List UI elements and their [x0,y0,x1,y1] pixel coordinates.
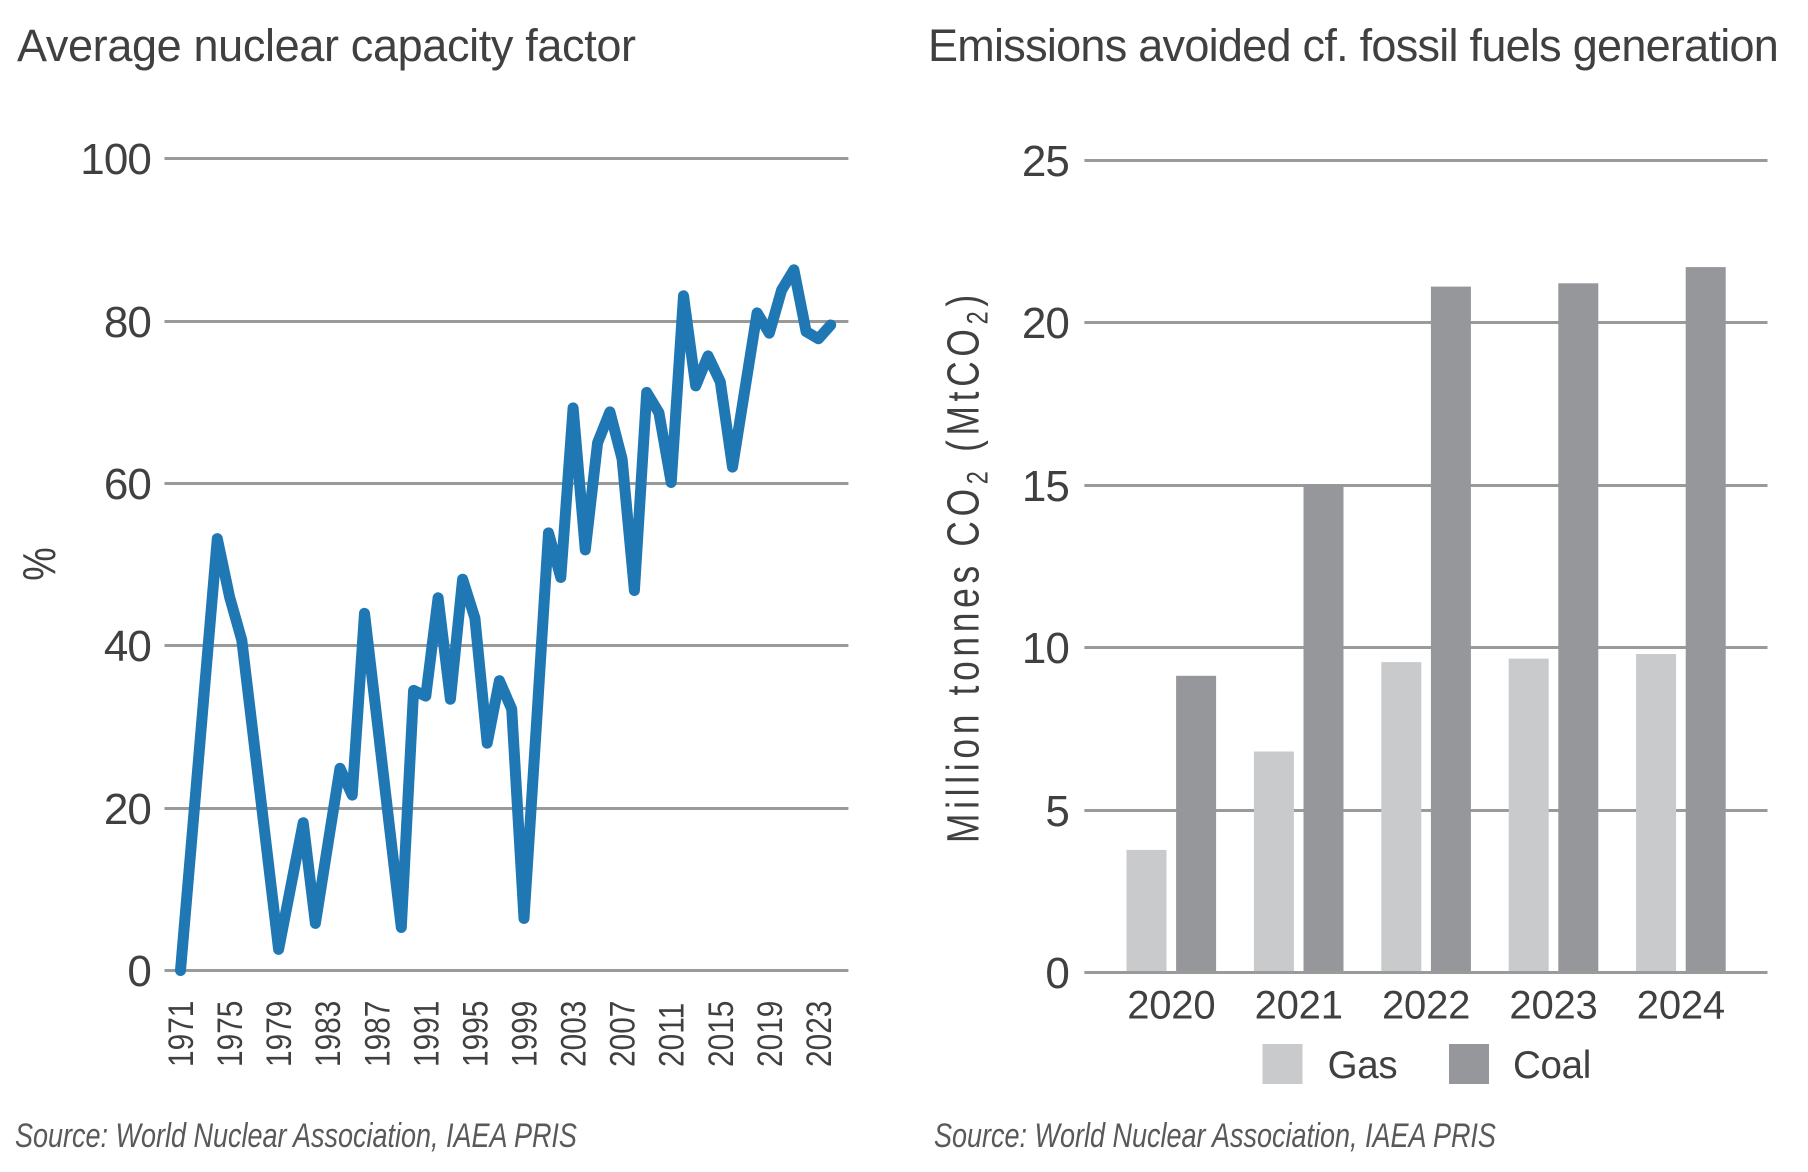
svg-text:1995: 1995 [456,1001,495,1067]
svg-text:2021: 2021 [1255,984,1343,1028]
svg-text:1987: 1987 [358,1001,397,1067]
svg-text:2020: 2020 [1127,984,1215,1028]
svg-text:Million tonnes CO2 (MtCO2): Million tonnes CO2 (MtCO2) [937,290,994,843]
svg-text:2023: 2023 [800,1001,839,1067]
svg-text:Gas: Gas [1328,1044,1398,1087]
svg-text:15: 15 [1022,462,1069,511]
svg-text:Source: World Nuclear Associat: Source: World Nuclear Association, IAEA … [15,1116,577,1155]
svg-text:0: 0 [127,947,151,996]
svg-text:20: 20 [104,785,151,834]
svg-text:1971: 1971 [162,1001,201,1067]
svg-text:40: 40 [104,622,151,671]
svg-text:20: 20 [1022,299,1069,348]
svg-text:1999: 1999 [505,1001,544,1067]
svg-text:2023: 2023 [1509,984,1597,1028]
svg-text:25: 25 [1022,137,1069,186]
svg-text:5: 5 [1045,787,1069,836]
svg-text:2019: 2019 [751,1001,790,1067]
svg-text:2024: 2024 [1637,984,1725,1028]
svg-text:1975: 1975 [211,1001,250,1067]
svg-text:2022: 2022 [1382,984,1470,1028]
svg-text:2015: 2015 [702,1001,741,1067]
svg-text:Average nuclear capacity facto: Average nuclear capacity factor [17,20,636,71]
svg-text:Source: World Nuclear Associat: Source: World Nuclear Association, IAEA … [934,1116,1496,1155]
svg-text:0: 0 [1045,949,1069,998]
svg-text:Emissions avoided cf. fossil f: Emissions avoided cf. fossil fuels gener… [928,20,1778,71]
svg-text:1979: 1979 [260,1001,299,1067]
svg-text:2003: 2003 [554,1001,593,1067]
svg-text:1983: 1983 [309,1001,348,1067]
svg-text:80: 80 [104,298,151,347]
svg-text:10: 10 [1022,624,1069,673]
svg-text:%: % [14,547,65,581]
svg-text:60: 60 [104,460,151,509]
svg-text:100: 100 [80,135,151,184]
svg-text:1991: 1991 [407,1001,446,1067]
svg-text:Coal: Coal [1513,1044,1591,1087]
svg-text:2007: 2007 [603,1001,642,1067]
svg-text:2011: 2011 [652,1003,691,1067]
